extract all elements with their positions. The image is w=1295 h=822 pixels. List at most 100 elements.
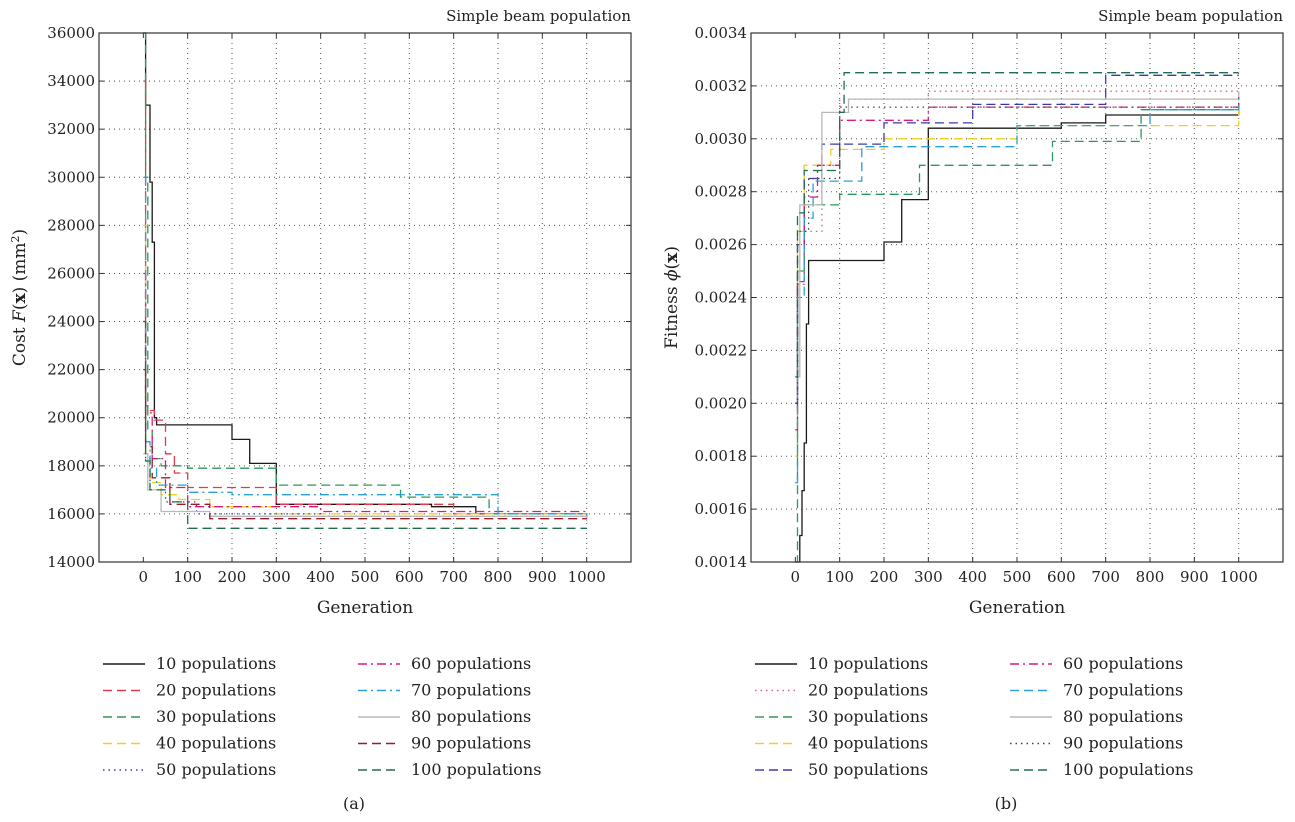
series-line-2: [143, 80, 588, 517]
legend-item: 20 populations: [103, 681, 276, 700]
legend-label: 80 populations: [1063, 707, 1183, 726]
x-tick-label: 400: [306, 568, 335, 586]
legend-label: 60 populations: [1063, 654, 1183, 673]
y-tick-label: 0.0018: [695, 447, 748, 465]
x-tick-label: 100: [173, 568, 202, 586]
x-tick-label: 800: [1136, 568, 1165, 586]
y-tick-label: 16000: [47, 505, 95, 523]
series-line-10: [143, 320, 587, 529]
y-tick-label: 24000: [47, 313, 95, 331]
legend-item: 40 populations: [755, 734, 928, 753]
legend-label: 50 populations: [808, 760, 928, 779]
y-tick-label: 26000: [47, 264, 95, 282]
series-line-1: [143, 32, 587, 515]
legend-label: 70 populations: [1063, 681, 1183, 700]
legend: 10 populations 20 populations 30 populatio…: [755, 654, 1193, 779]
legend-item: 100 populations: [1010, 760, 1193, 779]
series-group: [795, 72, 1240, 563]
legend-item: 10 populations: [103, 654, 276, 673]
legend-item: 80 populations: [1010, 707, 1183, 726]
x-tick-label: 1000: [568, 568, 606, 586]
series-line-3: [143, 32, 587, 515]
y-tick-label: 0.0024: [695, 289, 748, 307]
series-line-6: [795, 93, 1240, 431]
legend-item: 30 populations: [103, 707, 276, 726]
legend: 10 populations 20 populations 30 populatio…: [103, 654, 541, 779]
y-tick-label: 0.0016: [695, 500, 748, 518]
y-tick-label: 18000: [47, 457, 95, 475]
x-tick-label: 1000: [1220, 568, 1258, 586]
legend-item: 50 populations: [755, 760, 928, 779]
y-tick-label: 36000: [47, 24, 95, 42]
x-tick-label: 100: [825, 568, 854, 586]
panel-b-fitness-chart: 0 100 200 300 400 500 600 700 800 900 1000 0.0014 0.…: [662, 7, 1284, 813]
x-tick-label: 300: [262, 568, 291, 586]
y-label-symbol: F: [10, 309, 30, 323]
y-tick-label: 0.0028: [695, 183, 748, 201]
x-tick-label: 900: [1180, 568, 1209, 586]
x-tick-label: 0: [139, 568, 149, 586]
legend-item: 70 populations: [358, 681, 531, 700]
x-axis-label: Generation: [969, 598, 1065, 618]
y-label-superscript: 2: [9, 235, 22, 242]
legend-item: 90 populations: [358, 734, 531, 753]
legend-item: 60 populations: [358, 654, 531, 673]
x-tick-label: 200: [870, 568, 899, 586]
y-tick-label: 0.0014: [695, 553, 748, 571]
y-label-text: Cost: [10, 322, 30, 366]
x-tick-label: 900: [528, 568, 557, 586]
series-line-8: [143, 453, 588, 522]
x-tick-label: 500: [1003, 568, 1032, 586]
plot-frame: [98, 32, 632, 563]
x-tick-label: 700: [439, 568, 468, 586]
legend-label: 30 populations: [156, 707, 276, 726]
x-tick-label: 200: [218, 568, 247, 586]
panel-caption: (a): [343, 794, 365, 813]
legend-label: 20 populations: [156, 681, 276, 700]
y-tick-label: 0.0026: [695, 236, 748, 254]
x-tick-label: 0: [791, 568, 801, 586]
legend-label: 90 populations: [1063, 734, 1183, 753]
series-line-8: [795, 91, 1240, 378]
legend-item: 10 populations: [755, 654, 928, 673]
legend-item: 60 populations: [1010, 654, 1183, 673]
y-axis-label: Fitness ϕ(x): [662, 246, 682, 349]
x-tick-label: 500: [351, 568, 380, 586]
legend-label: 10 populations: [808, 654, 928, 673]
y-tick-label: 32000: [47, 120, 95, 138]
chart-title: Simple beam population: [1098, 7, 1283, 25]
legend-label: 10 populations: [156, 654, 276, 673]
series-line-5: [795, 74, 1239, 404]
y-label-vector: x: [662, 252, 682, 263]
legend-label: 80 populations: [411, 707, 531, 726]
x-tick-label: 700: [1091, 568, 1120, 586]
legend-label: 40 populations: [156, 734, 276, 753]
x-tick-label: 600: [1047, 568, 1076, 586]
legend-item: 20 populations: [755, 681, 928, 700]
legend-item: 70 populations: [1010, 681, 1183, 700]
y-label-paren: ) (mm: [10, 242, 30, 293]
series-line-10: [795, 72, 1239, 378]
y-label-paren: ): [10, 229, 30, 236]
y-tick-label: 0.0030: [695, 130, 748, 148]
legend-item: 80 populations: [358, 707, 531, 726]
panel-caption: (b): [995, 794, 1018, 813]
grid: [99, 33, 631, 562]
x-tick-label: 600: [395, 568, 424, 586]
y-tick-label: 20000: [47, 409, 95, 427]
x-tick-label: 800: [484, 568, 513, 586]
legend-item: 50 populations: [103, 760, 276, 779]
y-label-symbol: ϕ: [662, 269, 682, 281]
y-tick-label: 0.0034: [695, 24, 748, 42]
legend-label: 100 populations: [1063, 760, 1193, 779]
y-label-paren: (: [10, 304, 30, 311]
y-tick-label: 0.0022: [695, 341, 748, 359]
series-line-1: [795, 104, 1240, 563]
x-tick-label: 400: [958, 568, 987, 586]
y-tick-label: 22000: [47, 361, 95, 379]
legend-item: 100 populations: [358, 760, 541, 779]
series-line-6: [143, 272, 588, 517]
legend-label: 50 populations: [156, 760, 276, 779]
chart-title: Simple beam population: [446, 7, 631, 25]
